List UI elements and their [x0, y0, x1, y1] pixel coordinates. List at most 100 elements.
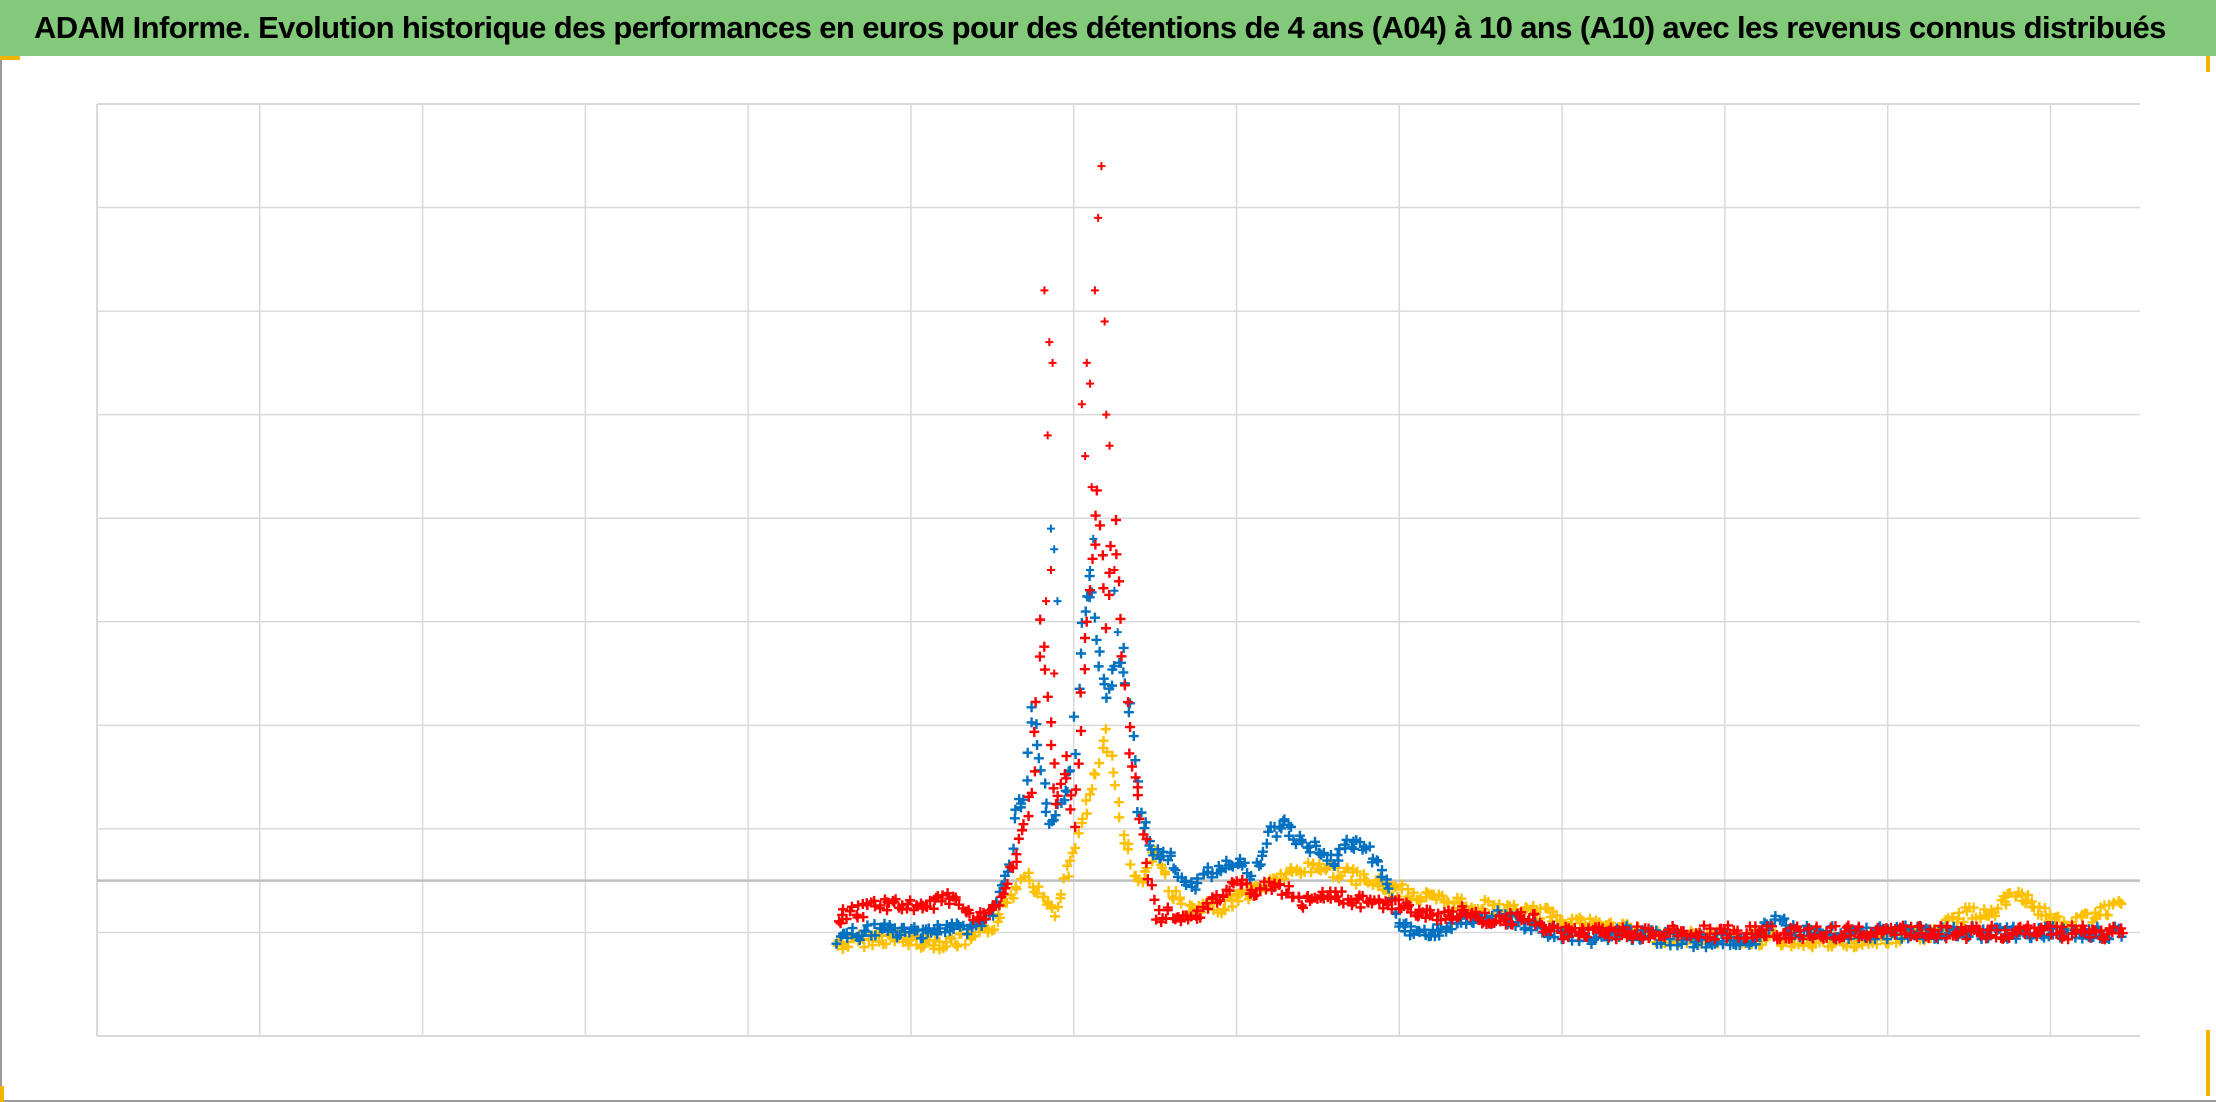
series-point — [1175, 916, 1186, 927]
series-point — [2022, 920, 2033, 931]
series-point — [1779, 913, 1790, 924]
series-point — [1435, 923, 1446, 934]
series-point — [1390, 881, 1401, 892]
series-point — [2116, 898, 2127, 909]
series-point — [1766, 921, 1777, 932]
series-point — [1537, 920, 1548, 931]
series-point — [980, 913, 991, 924]
series-point — [1431, 894, 1442, 905]
spike-point — [1040, 286, 1049, 295]
series-point — [1202, 866, 1213, 877]
series-point — [1825, 922, 1836, 933]
series-point — [1341, 834, 1352, 845]
series-point — [1992, 903, 2003, 914]
series-point — [2044, 909, 2055, 920]
series-point — [1052, 790, 1063, 801]
series-point — [1219, 905, 1230, 916]
series-point — [1070, 821, 1081, 832]
series-point — [932, 929, 943, 940]
series-point — [1968, 902, 1979, 913]
series-point — [1024, 875, 1035, 886]
series-point — [2026, 896, 2037, 907]
series-point — [1355, 902, 1366, 913]
series-point — [1528, 901, 1539, 912]
series-point — [1029, 726, 1040, 737]
series-point — [1130, 772, 1141, 783]
series-point — [941, 941, 952, 952]
series-point — [1141, 857, 1152, 868]
series-point — [838, 904, 849, 915]
frame-left — [0, 56, 2, 1102]
series-point — [994, 912, 1005, 923]
series-point — [1101, 692, 1112, 703]
series-point — [1542, 903, 1553, 914]
series-point — [1032, 740, 1043, 751]
series-point — [1034, 651, 1045, 662]
series-point — [1026, 787, 1037, 798]
resize-handle-top-right[interactable] — [2206, 56, 2210, 72]
series-point — [1915, 920, 1926, 931]
series-point — [1066, 790, 1077, 801]
series-point — [875, 903, 886, 914]
series-point — [1041, 798, 1052, 809]
chart-title: ADAM Informe. Evolution historique des p… — [34, 10, 2166, 45]
series-point — [1077, 813, 1088, 824]
series-point — [1090, 510, 1101, 521]
series-point — [942, 888, 953, 899]
series-point — [1091, 485, 1102, 496]
series-point — [964, 908, 975, 919]
series-point — [1128, 731, 1139, 742]
series-point — [1113, 797, 1124, 808]
series-point — [1081, 808, 1092, 819]
series-point — [1750, 921, 1761, 932]
series-point — [1008, 843, 1019, 854]
spike-point — [1077, 400, 1086, 409]
series-point — [1632, 921, 1643, 932]
series-point — [978, 907, 989, 918]
series-point — [1425, 905, 1436, 916]
series-point — [1352, 866, 1363, 877]
series-point — [1073, 758, 1084, 769]
series-point — [1070, 749, 1081, 760]
chart-grid — [96, 103, 2140, 1037]
series-point — [905, 895, 916, 906]
series-point — [1246, 885, 1257, 896]
series-point — [1048, 815, 1059, 826]
series-point — [1243, 894, 1254, 905]
series-point — [847, 923, 858, 934]
resize-handle-top-left[interactable] — [0, 56, 20, 60]
series-point — [1581, 932, 1592, 943]
series-point — [1276, 889, 1287, 900]
series-point — [1659, 932, 1670, 943]
resize-handle-bottom-left[interactable] — [0, 1086, 4, 1102]
series-point — [1124, 748, 1135, 759]
series-point — [1468, 917, 1479, 928]
series-point — [1975, 913, 1986, 924]
series-point — [2101, 909, 2112, 920]
series-point — [1318, 847, 1329, 858]
series-point — [1239, 857, 1250, 868]
series-point — [837, 943, 848, 954]
series-point — [1011, 849, 1022, 860]
series-point — [1033, 753, 1044, 764]
series-point — [1081, 616, 1092, 627]
series-point — [1140, 817, 1151, 828]
series-point — [1168, 863, 1179, 874]
series-point — [1107, 750, 1118, 761]
series-point — [1274, 821, 1285, 832]
series-point — [1797, 934, 1808, 945]
series-point — [867, 940, 878, 951]
series-point — [1048, 783, 1059, 794]
series-point — [1777, 915, 1788, 926]
series-point — [1151, 914, 1162, 925]
series-point — [1130, 755, 1141, 766]
series-point — [1046, 740, 1057, 751]
series-point — [1853, 921, 1864, 932]
series-point — [1099, 679, 1110, 690]
series-point — [1757, 924, 1768, 935]
resize-handle-bottom-right[interactable] — [2206, 1030, 2210, 1096]
series-point — [1278, 816, 1289, 827]
series-point — [869, 895, 880, 906]
series-point — [1061, 751, 1072, 762]
series-point — [870, 930, 881, 941]
